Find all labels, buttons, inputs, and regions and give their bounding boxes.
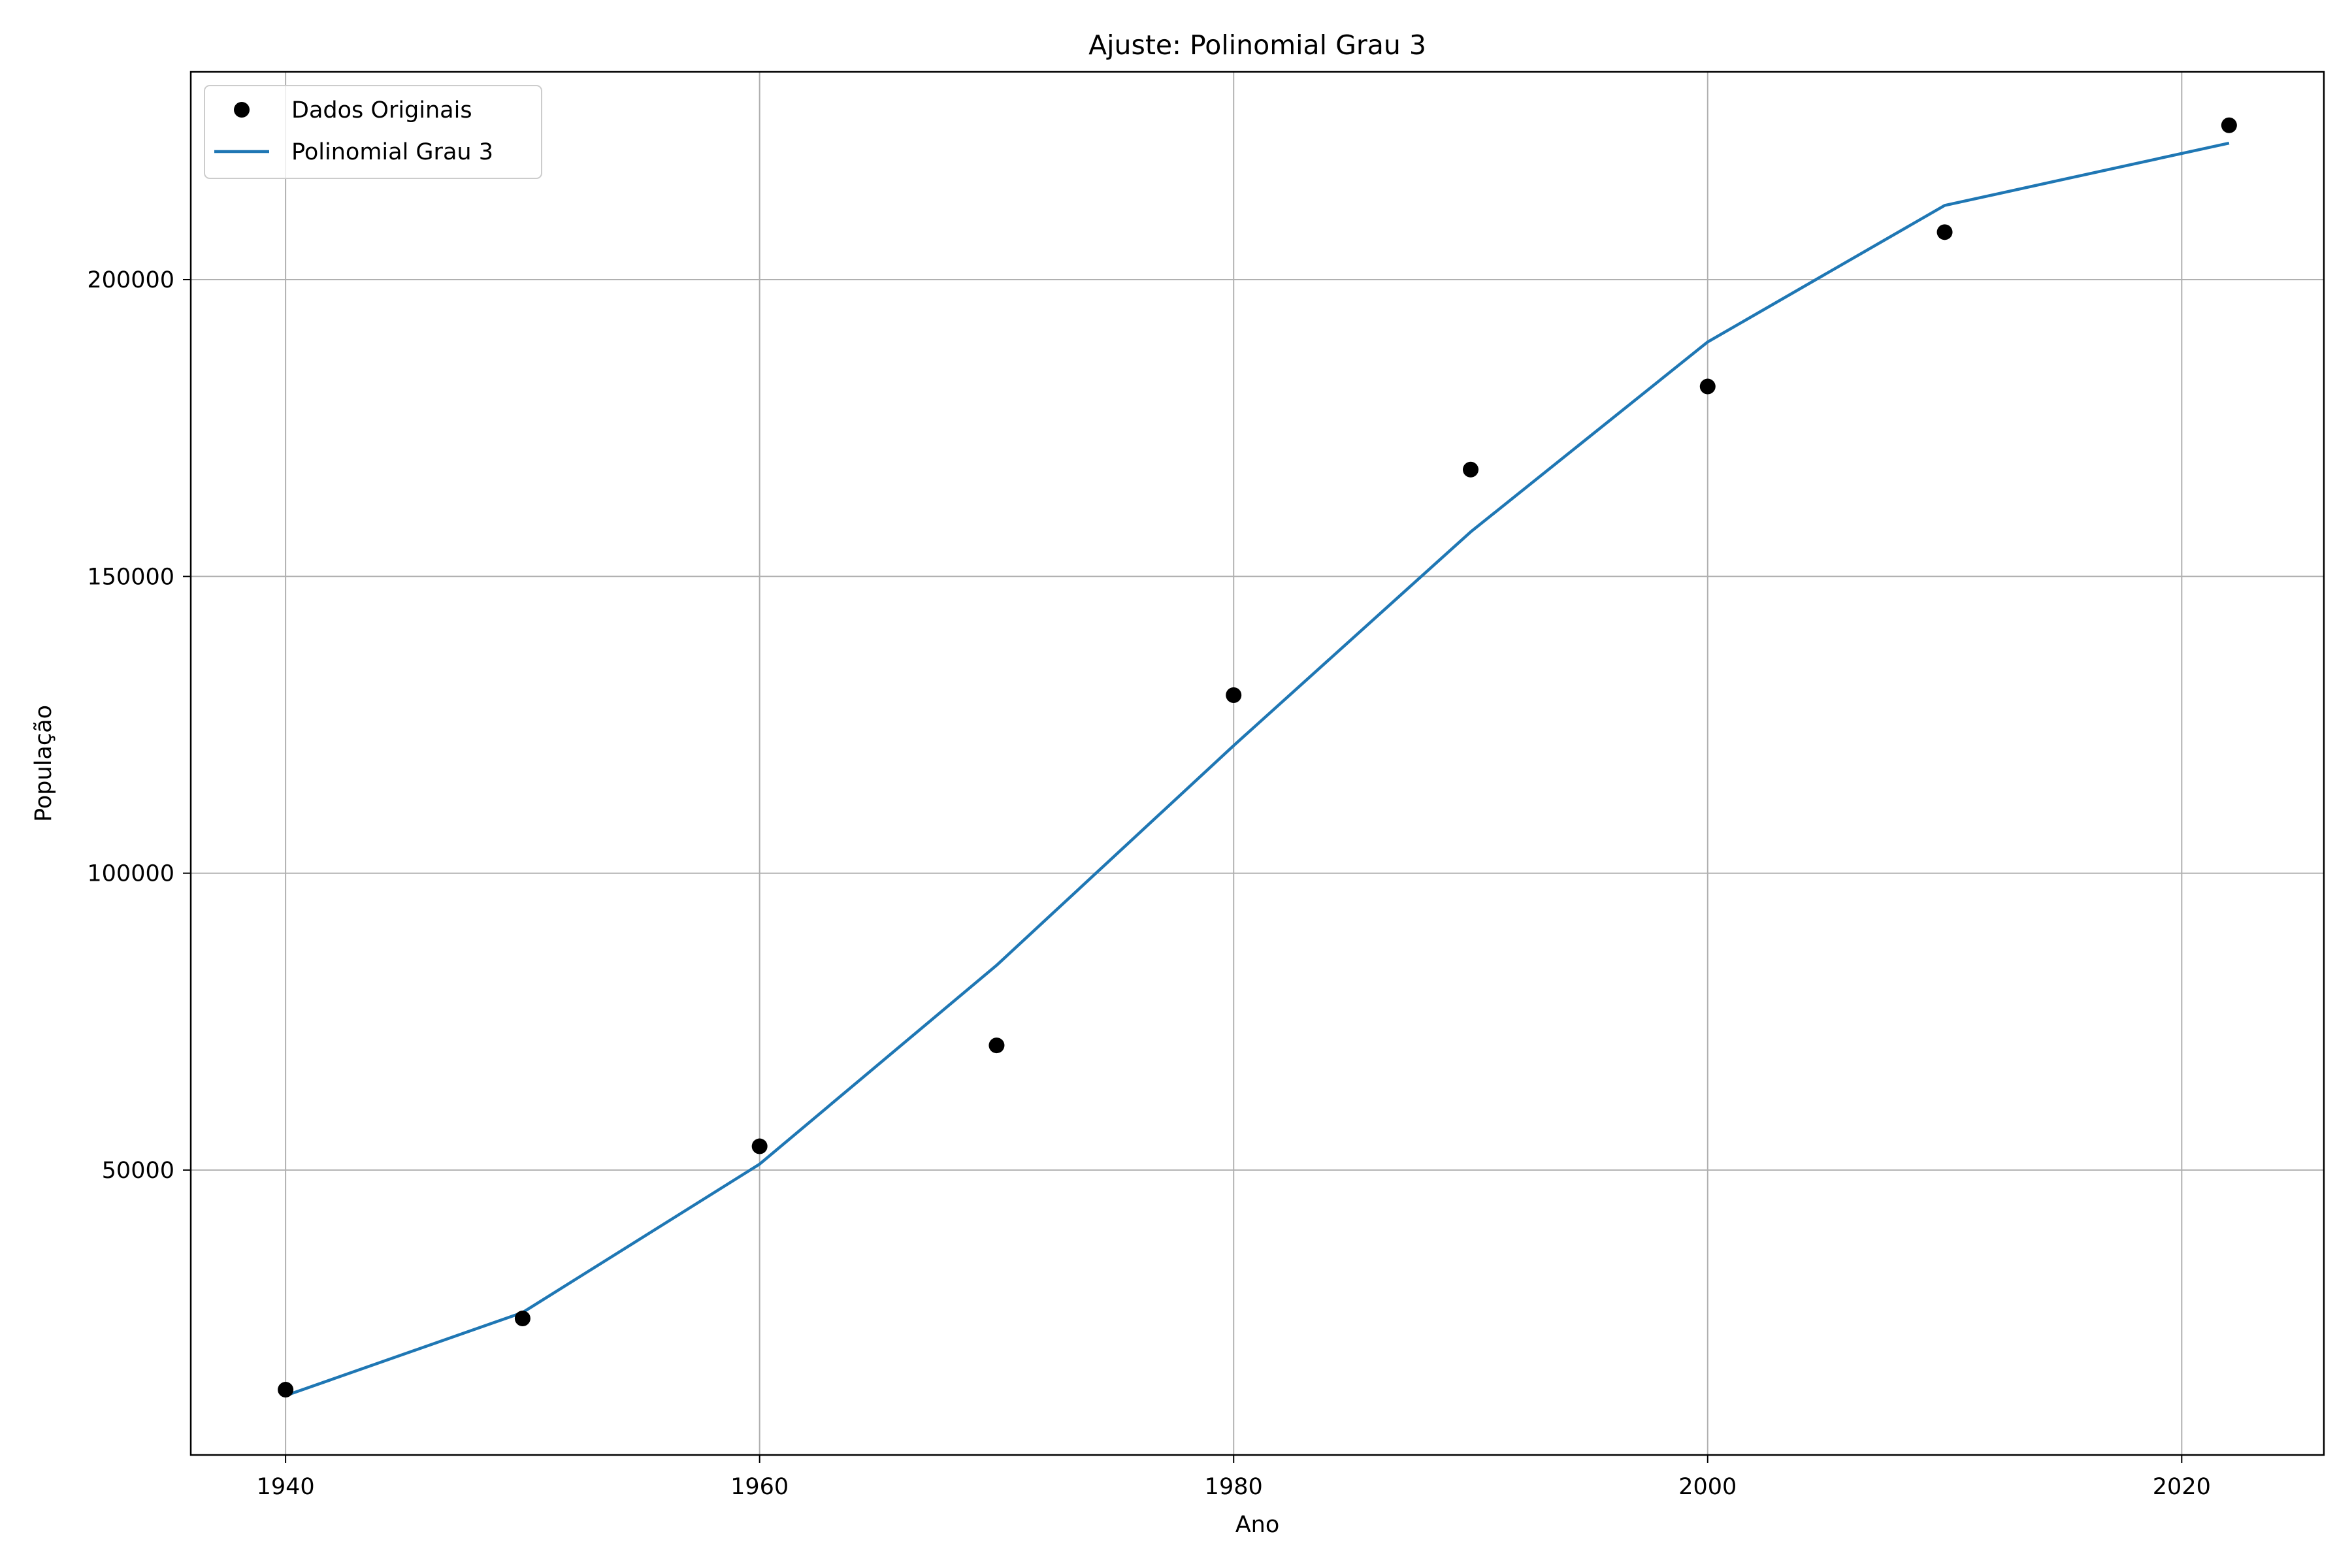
data-point	[1936, 224, 1953, 240]
legend-label-dados-originais: Dados Originais	[291, 97, 472, 123]
y-tick-label: 50000	[102, 1158, 174, 1184]
x-tick-label: 1940	[257, 1474, 315, 1500]
data-point	[1463, 461, 1478, 478]
series-layer	[278, 117, 2237, 1398]
x-tick-label: 1960	[730, 1474, 789, 1500]
plot-area	[191, 72, 2324, 1455]
grid-lines	[191, 72, 2324, 1455]
legend-label-polinomial: Polinomial Grau 3	[291, 139, 493, 165]
data-point	[988, 1037, 1005, 1054]
data-point	[1226, 687, 1242, 704]
data-point	[1699, 378, 1716, 395]
plot-frame	[189, 71, 2325, 1456]
data-point	[2221, 117, 2237, 133]
x-tick-label: 1980	[1205, 1474, 1263, 1500]
chart-title: Ajuste: Polinomial Grau 3	[1088, 29, 1426, 61]
legend-box	[204, 85, 542, 179]
x-tick-label: 2000	[1678, 1474, 1737, 1500]
axis-ticks: 1940 1960 1980 2000 2020 50000 100000 150000 200…	[87, 267, 2210, 1500]
data-point	[751, 1138, 768, 1154]
x-axis-label: Ano	[1235, 1512, 1280, 1538]
y-tick-label: 100000	[87, 861, 174, 887]
data-point	[278, 1382, 294, 1398]
legend-marker-dados-originais	[234, 102, 250, 118]
y-axis-label: População	[31, 705, 57, 822]
x-tick-label: 2020	[2153, 1474, 2211, 1500]
legend: Dados Originais Polinomial Grau 3	[204, 85, 542, 179]
y-tick-label: 150000	[87, 564, 174, 590]
data-point	[514, 1311, 531, 1327]
series-line-polinomial	[285, 141, 2230, 1397]
y-tick-label: 200000	[87, 267, 174, 293]
